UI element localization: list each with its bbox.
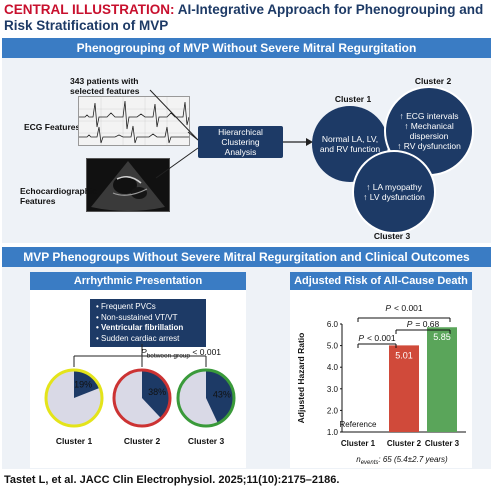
bullet-frequent-pvcs: • Frequent PVCs [96, 302, 156, 311]
cluster1-line2: and RV function [319, 144, 381, 154]
connector-ecg [187, 131, 199, 141]
p-letter: P [407, 319, 413, 329]
hazard-title: Adjusted Risk of All-Cause Death [290, 272, 472, 290]
cluster2-label: Cluster 2 [414, 76, 452, 86]
tree-connector [73, 344, 207, 367]
hazard-chart: Adjusted Hazard Ratio 1.0 2.0 3.0 4.0 5.0 6.0… [296, 303, 466, 466]
pie-cluster3: 43% Cluster 3 [176, 368, 236, 446]
y-tick-label: 4.0 [327, 363, 339, 372]
y-tick-label: 6.0 [327, 320, 339, 329]
cluster3-circle: ↑ LA myopathy ↑ LV dysfunction [352, 150, 436, 234]
title-prefix: CENTRAL ILLUSTRATION: [4, 2, 175, 17]
echo-label-line2: Features [20, 196, 56, 206]
pie-ring [176, 368, 236, 428]
pie-percent: 19% [74, 380, 92, 390]
bars: Reference 5.01 5.85 [340, 327, 457, 432]
events-footnote: nevents: 65 (5.4±2.7 years) [356, 455, 448, 466]
n-letter: n [356, 455, 361, 464]
echo-features-label: Echocardiographic Features [20, 186, 97, 206]
n-subscript: events [361, 460, 379, 466]
phenogrouping-banner: Phenogrouping of MVP Without Severe Mitr… [2, 38, 491, 58]
hierarchical-clustering-box: Hierarchical Clustering Analysis [198, 126, 283, 158]
p-value: < 0.001 [192, 347, 222, 357]
echocardiogram-image [86, 158, 170, 212]
connector-echo [155, 147, 199, 179]
arrow-head-icon [306, 138, 313, 146]
bar-value-label: Reference [340, 420, 377, 429]
connector-patients [149, 89, 199, 141]
cluster1-line1: Normal LA, LV, [321, 134, 379, 144]
cluster2-line1: ↑ ECG intervals [399, 111, 459, 121]
pie-label: Cluster 3 [188, 436, 225, 446]
bar-value-label: 5.85 [433, 332, 451, 342]
y-tick-label: 2.0 [327, 406, 339, 415]
outcomes-banner: MVP Phenogroups Without Severe Mitral Re… [2, 247, 491, 267]
bullet-nsvt: • Non-sustained VT/VT [96, 312, 178, 322]
patients-line1: 343 patients with [70, 76, 139, 86]
cluster1-label: Cluster 1 [334, 94, 372, 104]
y-tick-label: 3.0 [327, 385, 339, 394]
citation-footer: Tastet L, et al. JACC Clin Electrophysio… [4, 474, 340, 486]
cluster3-line2: ↑ LV dysfunction [363, 192, 425, 202]
cluster3-line1: ↑ LA myopathy [366, 182, 422, 192]
p-letter: P [358, 333, 364, 343]
pie-label: Cluster 2 [124, 436, 161, 446]
hc-line1: Hierarchical Clustering [218, 127, 263, 147]
y-tick-label: 1.0 [327, 428, 339, 437]
cluster2-line3: dispersion [409, 131, 449, 141]
pie-ring [112, 368, 172, 428]
patients-text: 343 patients with selected features [70, 76, 139, 96]
bar-cluster-2 [389, 345, 419, 432]
pie-percent: 38% [148, 387, 166, 397]
pie-percent: 43% [213, 389, 231, 399]
hc-line2: Analysis [224, 147, 257, 157]
patients-line2: selected features [70, 86, 140, 96]
p-bracket-top: P < 0.001 [385, 303, 423, 313]
arrhythmia-events-box: • Frequent PVCs • Non-sustained VT/VT • … [90, 299, 206, 347]
p-bracket-1-2: P < 0.001 [358, 333, 396, 343]
pie-charts: 19% Cluster 1 38% Cluster 2 43% Cluster … [44, 368, 236, 446]
bar-value-label: 5.01 [395, 350, 413, 360]
pie-ring [44, 368, 104, 428]
cluster3-label: Cluster 3 [373, 231, 411, 241]
pie-slice [142, 370, 171, 419]
x-tick-label: Cluster 1 [341, 439, 376, 448]
cluster2-line2: ↑ Mechanical [404, 121, 454, 131]
cluster2-line4: ↑ RV dysfunction [397, 141, 461, 151]
bullet-vf: • Ventricular fibrillation [96, 323, 184, 332]
pie-cluster2: 38% Cluster 2 [112, 368, 172, 446]
bar-cluster-3 [427, 327, 457, 432]
title-text: AI-Integrative Approach for Phenogroupin… [4, 2, 484, 33]
p-letter: P [141, 347, 147, 357]
echo-label-line1: Echocardiographic [20, 186, 97, 196]
pie-label: Cluster 1 [56, 436, 93, 446]
p-letter: P [385, 303, 391, 313]
x-tick-label: Cluster 3 [425, 439, 460, 448]
p-mid1-value: < 0.001 [367, 333, 396, 343]
connector-lines [149, 89, 313, 179]
bullet-sca: • Sudden cardiac arrest [96, 333, 180, 343]
arrhythmic-title: Arrhythmic Presentation [30, 272, 246, 290]
pie-slice [74, 370, 101, 398]
p-top-value: < 0.001 [394, 303, 423, 313]
ecg-features-label: ECG Features [24, 122, 81, 132]
x-tick-label: Cluster 2 [387, 439, 422, 448]
page-title: CENTRAL ILLUSTRATION: AI-Integrative App… [4, 2, 490, 34]
ecg-tracing-image [78, 96, 190, 146]
n-value: : 65 (5.4±2.7 years) [378, 455, 448, 464]
p-mid2-value: = 0.68 [415, 319, 439, 329]
p-bracket-2-3: P = 0.68 [407, 319, 440, 329]
echo-sector-icon [91, 161, 165, 211]
pie-cluster1: 19% Cluster 1 [44, 368, 104, 446]
y-tick-label: 5.0 [327, 342, 339, 351]
ecg-waveform-icon [79, 97, 190, 145]
pie-slice [206, 370, 234, 424]
x-labels: Cluster 1 Cluster 2 Cluster 3 [341, 439, 460, 448]
y-axis-label: Adjusted Hazard Ratio [296, 333, 306, 424]
